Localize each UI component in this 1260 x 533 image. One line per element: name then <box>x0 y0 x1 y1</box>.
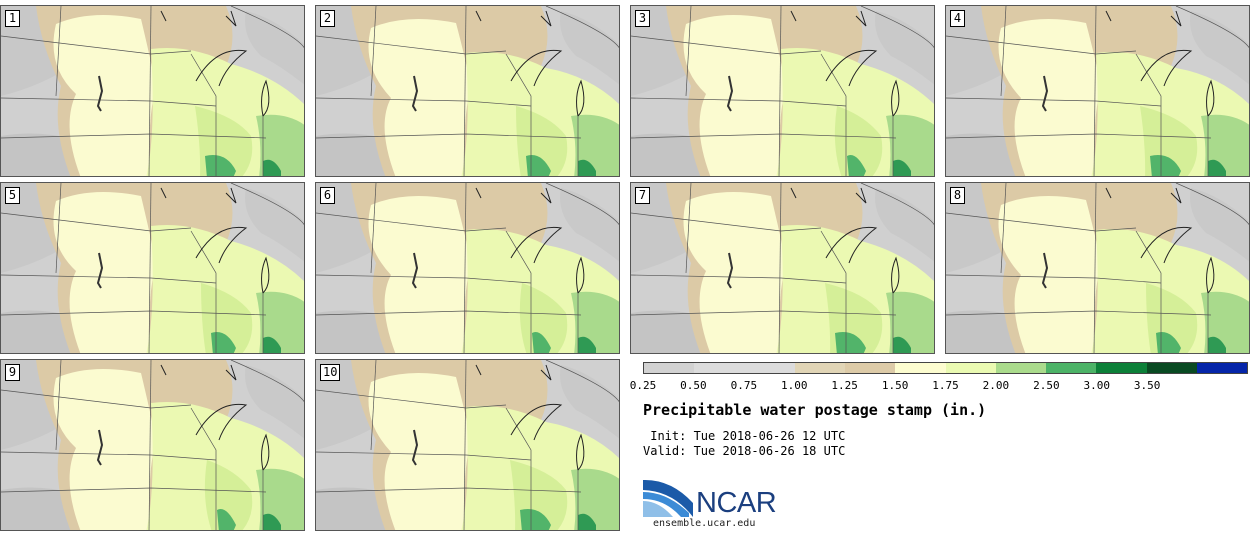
colorbar-tick-label: 2.00 <box>982 379 1010 392</box>
member-number-label: 6 <box>320 187 335 204</box>
logo-url: ensemble.ucar.edu <box>653 518 756 529</box>
precipitable-water-map <box>1 360 304 530</box>
member-number-label: 8 <box>950 187 965 204</box>
colorbar-tick-label: 1.25 <box>831 379 858 392</box>
ensemble-member-panel: 7 <box>630 182 935 354</box>
ensemble-member-panel: 9 <box>0 359 305 531</box>
member-number-label: 3 <box>635 10 650 27</box>
precipitable-water-map <box>1 183 304 353</box>
member-number-label: 1 <box>5 10 20 27</box>
colorbar-tick-label: 3.00 <box>1083 379 1111 392</box>
colorbar-segment <box>895 363 946 373</box>
colorbar-tick-label: 3.50 <box>1133 379 1161 392</box>
ensemble-member-panel: 3 <box>630 5 935 177</box>
member-number-label: 9 <box>5 364 20 381</box>
logo-wordmark: NCAR <box>696 487 777 519</box>
colorbar-segment <box>995 363 1046 373</box>
precipitable-water-map <box>946 183 1249 353</box>
ensemble-member-panel: 5 <box>0 182 305 354</box>
colorbar-tick-label: 2.50 <box>1033 379 1060 392</box>
colorbar-segment <box>845 363 896 373</box>
precipitable-water-map <box>316 360 619 530</box>
member-number-label: 7 <box>635 187 650 204</box>
colorbar-ticks: 0.25 0.50 0.75 1.00 1.25 1.50 1.75 2.00 2.50 3.00… <box>630 379 1260 393</box>
colorbar <box>643 362 1248 374</box>
precipitable-water-map <box>631 6 934 176</box>
colorbar-segment <box>945 363 996 373</box>
precipitable-water-map <box>631 183 934 353</box>
member-number-label: 5 <box>5 187 20 204</box>
colorbar-tick-label: 0.75 <box>730 379 758 392</box>
colorbar-segment <box>1096 363 1147 373</box>
colorbar-tick-label: 1.00 <box>781 379 808 392</box>
colorbar-segment <box>794 363 845 373</box>
precipitable-water-map <box>316 6 619 176</box>
init-time: Init: Tue 2018-06-26 12 UTC <box>643 429 846 443</box>
precipitable-water-map <box>1 6 304 176</box>
member-number-label: 2 <box>320 10 335 27</box>
ncar-logo-icon <box>643 479 693 517</box>
precipitable-water-map <box>316 183 619 353</box>
precipitable-water-map <box>946 6 1249 176</box>
member-number-label: 10 <box>320 364 341 381</box>
colorbar-segment <box>694 363 745 373</box>
colorbar-segment <box>1146 363 1197 373</box>
member-number-label: 4 <box>950 10 965 27</box>
colorbar-segment <box>644 363 695 373</box>
ensemble-member-panel: 2 <box>315 5 620 177</box>
ensemble-member-panel: 1 <box>0 5 305 177</box>
colorbar-tick-label: 1.50 <box>881 379 909 392</box>
ensemble-member-panel: 8 <box>945 182 1250 354</box>
ensemble-member-panel: 10 <box>315 359 620 531</box>
plot-title: Precipitable water postage stamp (in.) <box>643 401 987 419</box>
colorbar-tick-label: 1.75 <box>932 379 959 392</box>
colorbar-segment <box>1046 363 1097 373</box>
ensemble-member-panel: 4 <box>945 5 1250 177</box>
valid-time: Valid: Tue 2018-06-26 18 UTC <box>643 444 846 458</box>
colorbar-tick-label: 0.25 <box>629 379 657 392</box>
colorbar-tick-label: 0.50 <box>680 379 707 392</box>
colorbar-segment <box>1196 363 1247 373</box>
colorbar-segment <box>744 363 795 373</box>
ensemble-member-panel: 6 <box>315 182 620 354</box>
